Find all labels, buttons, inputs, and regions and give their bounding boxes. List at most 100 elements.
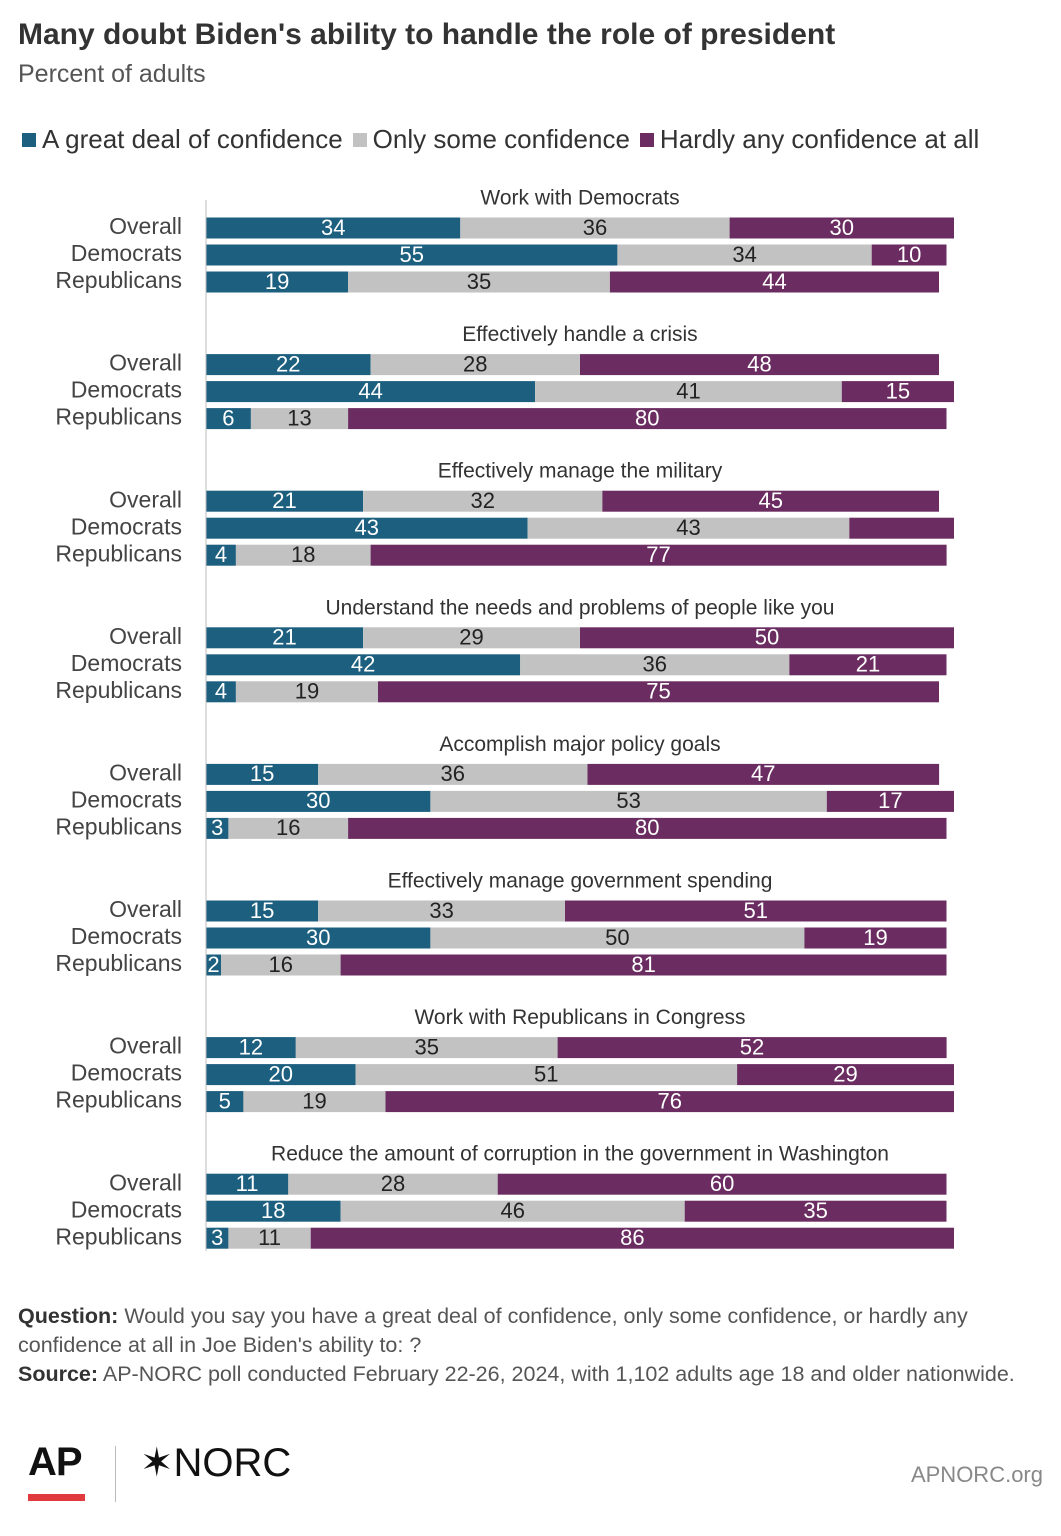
data-label-great: 21 (272, 625, 296, 650)
row-label-democrats: Democrats (71, 786, 182, 812)
data-label-some: 53 (616, 788, 640, 813)
bar-segment-some (430, 790, 827, 812)
data-label-some: 36 (643, 652, 667, 677)
bar-segment-great (206, 354, 371, 376)
bar-segment-hardly (497, 1173, 947, 1195)
data-label-some: 35 (467, 269, 491, 294)
bar-segment-some (235, 544, 371, 566)
data-label-hardly: 81 (631, 952, 655, 977)
data-label-some: 18 (291, 542, 315, 567)
bar-segment-great (206, 271, 349, 293)
bar-segment-hardly (826, 790, 954, 812)
norc-star-icon: ✶ (140, 1441, 174, 1485)
chart-legend: A great deal of confidence Only some con… (22, 124, 989, 155)
data-label-some: 41 (676, 378, 700, 403)
bar-segment-some (221, 954, 341, 976)
row-label-republicans: Republicans (55, 677, 182, 703)
row-label-democrats: Democrats (71, 1196, 182, 1222)
row-label-republicans: Republicans (55, 267, 182, 293)
data-label-some: 28 (381, 1171, 405, 1196)
bar-segment-great (206, 490, 364, 512)
data-label-great: 43 (355, 515, 379, 540)
bar-segment-some (288, 1173, 498, 1195)
group-title: Effectively manage government spending (388, 870, 773, 893)
bar-segment-some (318, 763, 588, 785)
row-label-overall: Overall (109, 213, 182, 239)
legend-swatch-some (352, 132, 367, 147)
bar-segment-great (206, 381, 536, 403)
row-label-democrats: Democrats (71, 513, 182, 539)
data-label-hardly: 17 (878, 788, 902, 813)
group-title: Work with Democrats (480, 187, 679, 210)
bar-segment-some (535, 381, 842, 403)
site-link[interactable]: APNORC.org (910, 1462, 1043, 1487)
bar-segment-great (206, 517, 528, 539)
bar-segment-hardly (871, 244, 947, 266)
row-label-republicans: Republicans (55, 404, 182, 430)
row-label-republicans: Republicans (55, 540, 182, 566)
row-label-democrats: Democrats (71, 1060, 182, 1086)
data-label-hardly: 10 (897, 242, 921, 267)
bar-segment-hardly (580, 354, 939, 376)
data-label-some: 19 (295, 679, 319, 704)
data-label-some: 32 (471, 488, 495, 513)
row-label-overall: Overall (109, 1033, 182, 1059)
data-label-great: 21 (272, 488, 296, 513)
data-label-great: 11 (236, 1171, 259, 1196)
bar-segment-great (206, 217, 461, 239)
data-label-some: 36 (441, 761, 465, 786)
group-title: Accomplish major policy goals (439, 733, 720, 756)
data-label-hardly: 51 (744, 898, 768, 923)
bar-segment-some (250, 408, 349, 430)
data-label-some: 43 (676, 515, 700, 540)
data-label-hardly: 15 (886, 378, 910, 403)
bar-segment-hardly (565, 900, 947, 922)
bar-segment-hardly (385, 1091, 954, 1113)
row-label-overall: Overall (109, 759, 182, 785)
bar-segment-hardly (310, 1227, 954, 1249)
row-label-overall: Overall (109, 896, 182, 922)
data-label-hardly: 60 (710, 1171, 734, 1196)
row-label-democrats: Democrats (71, 377, 182, 403)
data-label-some: 35 (414, 1034, 438, 1059)
norc-logo-text: NORC (173, 1441, 292, 1485)
data-label-some: 29 (459, 625, 483, 650)
data-label-hardly: 77 (646, 542, 670, 567)
bar-segment-hardly (580, 627, 954, 649)
data-label-great: 18 (261, 1198, 285, 1223)
row-label-overall: Overall (109, 486, 182, 512)
ap-logo-bar (28, 1494, 85, 1501)
data-label-great: 5 (219, 1088, 231, 1113)
row-label-overall: Overall (109, 1169, 182, 1195)
bar-segment-some (295, 1037, 558, 1059)
data-label-great: 19 (265, 269, 289, 294)
bar-segment-hardly (849, 517, 954, 539)
group-title: Work with Republicans in Congress (414, 1006, 745, 1029)
data-label-some: 36 (583, 215, 607, 240)
data-label-great: 3 (211, 1225, 223, 1250)
group-title: Effectively manage the military (438, 460, 723, 483)
bar-segment-hardly (729, 217, 954, 239)
bar-segment-hardly (804, 927, 947, 949)
data-label-some: 16 (269, 952, 293, 977)
source-note: Source: AP-NORC poll conducted February … (18, 1360, 1038, 1389)
legend-label-great: A great deal of confidence (42, 124, 343, 154)
data-label-some: 51 (534, 1061, 558, 1086)
row-label-democrats: Democrats (71, 923, 182, 949)
data-label-hardly: 35 (803, 1198, 827, 1223)
question-text: Would you say you have a great deal of c… (18, 1304, 968, 1357)
bar-segment-hardly (609, 271, 939, 293)
data-label-great: 34 (321, 215, 345, 240)
bar-segment-great (206, 1227, 229, 1249)
bar-segment-some (228, 1227, 311, 1249)
data-label-hardly: 29 (833, 1061, 857, 1086)
data-label-hardly: 52 (740, 1034, 764, 1059)
data-label-some: 13 (287, 405, 311, 430)
data-label-hardly: 19 (863, 925, 887, 950)
data-label-some: 11 (258, 1225, 281, 1250)
bar-segment-great (206, 1064, 356, 1086)
bar-segment-some (460, 217, 730, 239)
question-label: Question: (18, 1304, 119, 1328)
bar-segment-great (206, 544, 236, 566)
